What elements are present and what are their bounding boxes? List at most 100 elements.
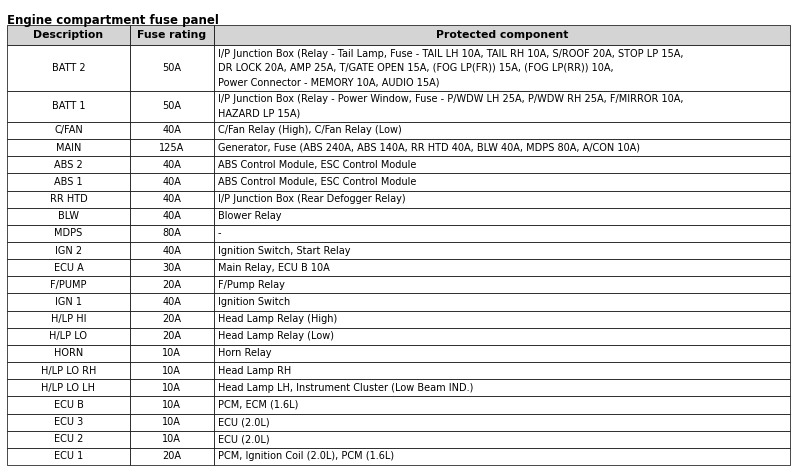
Bar <box>214 156 790 174</box>
Bar <box>7 276 130 294</box>
Bar <box>7 414 130 431</box>
Text: ECU 2: ECU 2 <box>53 434 83 444</box>
Bar <box>7 225 130 242</box>
Bar <box>214 122 790 139</box>
Bar <box>7 156 130 174</box>
Text: Horn Relay: Horn Relay <box>218 348 271 358</box>
Text: BLW: BLW <box>58 211 79 221</box>
Bar <box>7 310 130 328</box>
Bar <box>214 259 790 276</box>
Text: Description: Description <box>33 30 104 40</box>
Text: H/LP HI: H/LP HI <box>51 314 86 324</box>
Bar <box>7 294 130 310</box>
Text: 20A: 20A <box>163 331 182 341</box>
Text: Engine compartment fuse panel: Engine compartment fuse panel <box>7 14 219 27</box>
Bar <box>130 174 214 190</box>
Bar <box>7 448 130 465</box>
Text: 10A: 10A <box>163 417 181 427</box>
Bar <box>130 328 214 345</box>
Bar <box>130 225 214 242</box>
Text: HAZARD LP 15A): HAZARD LP 15A) <box>218 108 300 118</box>
Text: ECU B: ECU B <box>53 400 84 410</box>
Bar <box>214 139 790 156</box>
Text: H/LP LO RH: H/LP LO RH <box>41 366 96 376</box>
Bar <box>214 362 790 379</box>
Text: Head Lamp Relay (Low): Head Lamp Relay (Low) <box>218 331 334 341</box>
Bar <box>130 45 214 91</box>
Bar <box>214 242 790 259</box>
Text: 50A: 50A <box>163 101 182 111</box>
Bar <box>7 396 130 414</box>
Text: PCM, Ignition Coil (2.0L), PCM (1.6L): PCM, Ignition Coil (2.0L), PCM (1.6L) <box>218 452 394 461</box>
Bar <box>214 208 790 225</box>
Bar <box>130 379 214 396</box>
Text: 20A: 20A <box>163 314 182 324</box>
Bar <box>7 362 130 379</box>
Bar <box>214 328 790 345</box>
Bar <box>7 242 130 259</box>
Bar <box>214 310 790 328</box>
Bar <box>214 25 790 45</box>
Text: 40A: 40A <box>163 160 181 170</box>
Bar <box>7 25 130 45</box>
Bar <box>214 174 790 190</box>
Text: Ignition Switch, Start Relay: Ignition Switch, Start Relay <box>218 246 350 256</box>
Bar <box>214 431 790 448</box>
Bar <box>7 379 130 396</box>
Bar <box>130 190 214 208</box>
Bar <box>7 208 130 225</box>
Text: Main Relay, ECU B 10A: Main Relay, ECU B 10A <box>218 263 329 272</box>
Bar <box>7 345 130 362</box>
Bar <box>130 242 214 259</box>
Bar <box>7 122 130 139</box>
Text: I/P Junction Box (Relay - Tail Lamp, Fuse - TAIL LH 10A, TAIL RH 10A, S/ROOF 20A: I/P Junction Box (Relay - Tail Lamp, Fus… <box>218 49 683 59</box>
Bar <box>7 45 130 91</box>
Text: IGN 1: IGN 1 <box>55 297 82 307</box>
Bar <box>214 91 790 122</box>
Text: ECU 3: ECU 3 <box>54 417 83 427</box>
Text: 80A: 80A <box>163 228 181 238</box>
Bar <box>7 139 130 156</box>
Text: 10A: 10A <box>163 366 181 376</box>
Text: 10A: 10A <box>163 383 181 393</box>
Text: 10A: 10A <box>163 434 181 444</box>
Text: RR HTD: RR HTD <box>49 194 88 204</box>
Text: Generator, Fuse (ABS 240A, ABS 140A, RR HTD 40A, BLW 40A, MDPS 80A, A/CON 10A): Generator, Fuse (ABS 240A, ABS 140A, RR … <box>218 143 640 152</box>
Bar <box>214 345 790 362</box>
Text: C/FAN: C/FAN <box>54 126 83 136</box>
Bar <box>130 396 214 414</box>
Bar <box>130 294 214 310</box>
Text: HORN: HORN <box>54 348 83 358</box>
Text: ABS Control Module, ESC Control Module: ABS Control Module, ESC Control Module <box>218 160 416 170</box>
Bar <box>130 208 214 225</box>
Bar <box>214 448 790 465</box>
Text: -: - <box>218 228 222 238</box>
Bar <box>130 156 214 174</box>
Bar <box>130 122 214 139</box>
Text: Power Connector - MEMORY 10A, AUDIO 15A): Power Connector - MEMORY 10A, AUDIO 15A) <box>218 77 439 87</box>
Text: H/LP LO LH: H/LP LO LH <box>41 383 96 393</box>
Text: Head Lamp RH: Head Lamp RH <box>218 366 291 376</box>
Text: ECU (2.0L): ECU (2.0L) <box>218 434 269 444</box>
Bar <box>130 259 214 276</box>
Text: Protected component: Protected component <box>436 30 568 40</box>
Text: I/P Junction Box (Rear Defogger Relay): I/P Junction Box (Rear Defogger Relay) <box>218 194 406 204</box>
Bar <box>130 448 214 465</box>
Bar <box>214 276 790 294</box>
Bar <box>214 414 790 431</box>
Text: I/P Junction Box (Relay - Power Window, Fuse - P/WDW LH 25A, P/WDW RH 25A, F/MIR: I/P Junction Box (Relay - Power Window, … <box>218 94 683 104</box>
Bar <box>7 174 130 190</box>
Bar <box>7 190 130 208</box>
Text: Head Lamp LH, Instrument Cluster (Low Beam IND.): Head Lamp LH, Instrument Cluster (Low Be… <box>218 383 473 393</box>
Text: 40A: 40A <box>163 126 181 136</box>
Text: 40A: 40A <box>163 211 181 221</box>
Bar <box>130 362 214 379</box>
Text: ABS Control Module, ESC Control Module: ABS Control Module, ESC Control Module <box>218 177 416 187</box>
Bar <box>7 328 130 345</box>
Bar <box>130 25 214 45</box>
Text: IGN 2: IGN 2 <box>55 246 82 256</box>
Text: Ignition Switch: Ignition Switch <box>218 297 290 307</box>
Text: 50A: 50A <box>163 63 182 73</box>
Text: 40A: 40A <box>163 177 181 187</box>
Bar <box>130 310 214 328</box>
